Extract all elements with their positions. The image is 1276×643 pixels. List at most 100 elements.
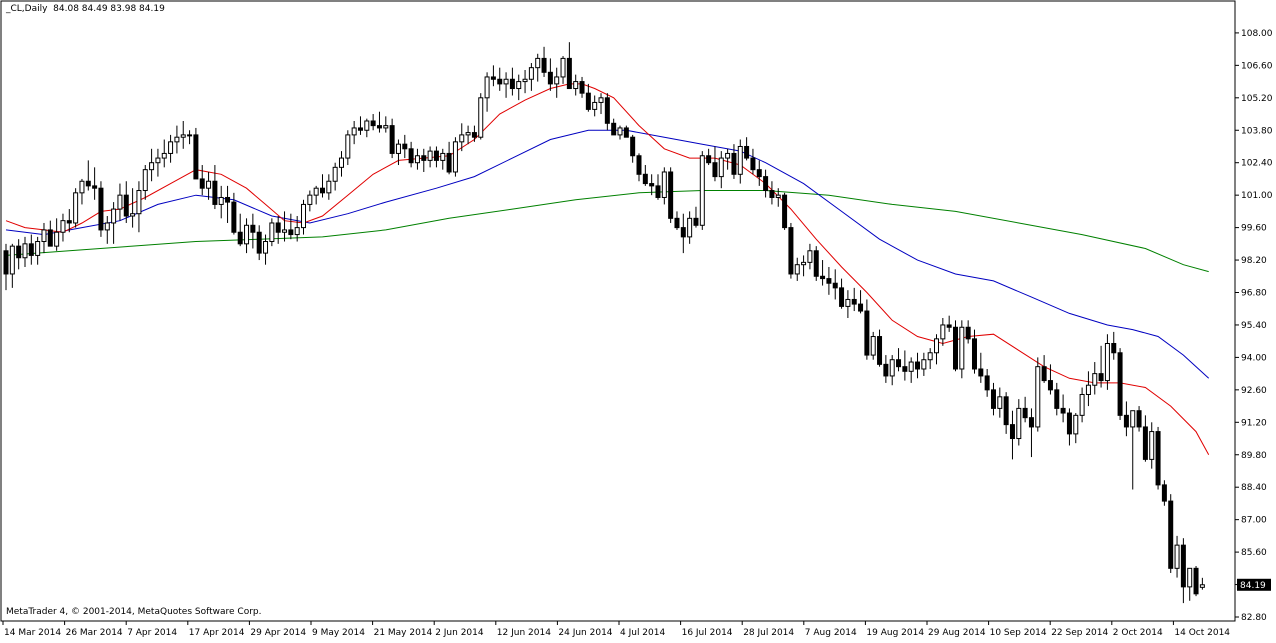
- candle: [85, 160, 91, 191]
- candle: [832, 269, 838, 300]
- candle-body-up: [383, 125, 389, 129]
- x-tick-label: 14 Oct 2014: [1174, 628, 1230, 638]
- candle-body-down: [376, 125, 382, 129]
- candle-body-up: [440, 152, 446, 161]
- candle-body-down: [408, 148, 414, 164]
- candle: [1009, 410, 1015, 460]
- candle-body-up: [326, 180, 332, 194]
- candle-body-down: [693, 217, 699, 226]
- candle-body-down: [990, 389, 996, 409]
- candle: [807, 243, 813, 270]
- y-tick-label: 102.40: [1241, 159, 1273, 169]
- candle: [414, 148, 420, 170]
- candle-body-up: [560, 57, 566, 78]
- candle-body-up: [1104, 342, 1110, 382]
- candle: [180, 120, 186, 149]
- candle-body-up: [364, 120, 370, 131]
- candle: [921, 352, 927, 376]
- candle: [813, 246, 819, 281]
- candle-body-down: [883, 363, 889, 377]
- candle: [997, 387, 1003, 418]
- candle-body-up: [111, 208, 117, 224]
- candle: [573, 74, 579, 96]
- candle-body-up: [414, 155, 420, 164]
- candle: [604, 93, 610, 131]
- candle-body-up: [801, 261, 807, 266]
- candle: [427, 146, 433, 168]
- candle-body-down: [212, 180, 218, 205]
- candle-body-up: [263, 241, 269, 254]
- candle-body-down: [864, 310, 870, 356]
- candle: [915, 352, 921, 379]
- candle: [782, 192, 788, 230]
- ma-slow-line: [5, 190, 1209, 273]
- candle-body-up: [1092, 373, 1098, 386]
- candle: [1022, 396, 1028, 423]
- candle-body-up: [130, 213, 136, 217]
- candle: [990, 382, 996, 416]
- candle: [1142, 415, 1148, 462]
- candle: [775, 188, 781, 207]
- candle-body-down: [1066, 412, 1072, 435]
- candle-body-down: [47, 229, 53, 247]
- candle-body-up: [1079, 393, 1085, 416]
- y-tick-label: 96.80: [1241, 289, 1267, 299]
- y-tick-label: 98.20: [1241, 256, 1267, 266]
- candle-body-down: [509, 78, 515, 90]
- candle-body-down: [731, 152, 737, 175]
- candle-body-up: [1130, 410, 1136, 428]
- candle: [402, 134, 408, 159]
- candle: [756, 160, 762, 186]
- candle: [256, 225, 262, 261]
- candle: [92, 167, 98, 200]
- candle: [706, 148, 712, 166]
- chart-frame: [0, 0, 1236, 622]
- candle-body-down: [744, 145, 750, 159]
- candle: [1041, 355, 1047, 383]
- candle: [111, 202, 117, 244]
- candle-body-up: [617, 127, 623, 136]
- candle: [535, 53, 541, 82]
- candle: [712, 146, 718, 182]
- candle: [547, 58, 553, 91]
- candle: [22, 236, 28, 268]
- candle-body-down: [655, 185, 661, 198]
- y-tick-label: 108.00: [1241, 29, 1273, 39]
- x-tick-label: 28 Jul 2014: [743, 628, 794, 638]
- candle-body-down: [1180, 544, 1186, 588]
- candle-body-down: [902, 366, 908, 372]
- candle-body-down: [66, 220, 72, 224]
- candle-body-down: [858, 303, 864, 312]
- candle-body-up: [161, 152, 167, 159]
- candle: [282, 211, 288, 242]
- candle-body-down: [946, 324, 952, 328]
- candle: [471, 125, 477, 142]
- candle: [1111, 331, 1117, 360]
- candle: [168, 134, 174, 163]
- candle: [320, 174, 325, 198]
- candle: [288, 213, 294, 240]
- candle: [877, 329, 883, 367]
- candle-body-up: [1187, 567, 1193, 588]
- candle: [376, 111, 382, 133]
- candle: [636, 153, 642, 182]
- candle-body-down: [1009, 424, 1015, 440]
- candle-body-down: [674, 217, 680, 229]
- x-tick-label: 4 Jul 2014: [620, 628, 665, 638]
- candle: [661, 167, 667, 205]
- candle-body-down: [826, 278, 832, 284]
- candle-body-up: [465, 132, 471, 136]
- candle: [820, 260, 826, 286]
- candle-body-up: [908, 361, 914, 372]
- candle-body-up: [1199, 584, 1205, 588]
- candle-body-down: [788, 227, 794, 275]
- plot-frame: [0, 0, 1236, 622]
- copyright-label: MetaTrader 4, © 2001-2014, MetaQuotes So…: [6, 607, 262, 617]
- candle: [655, 174, 661, 200]
- candle-body-down: [877, 336, 883, 365]
- candle: [978, 352, 984, 383]
- candle: [864, 299, 870, 360]
- candle-body-down: [288, 229, 294, 236]
- candle-body-up: [807, 250, 813, 263]
- candle-body-down: [370, 120, 376, 127]
